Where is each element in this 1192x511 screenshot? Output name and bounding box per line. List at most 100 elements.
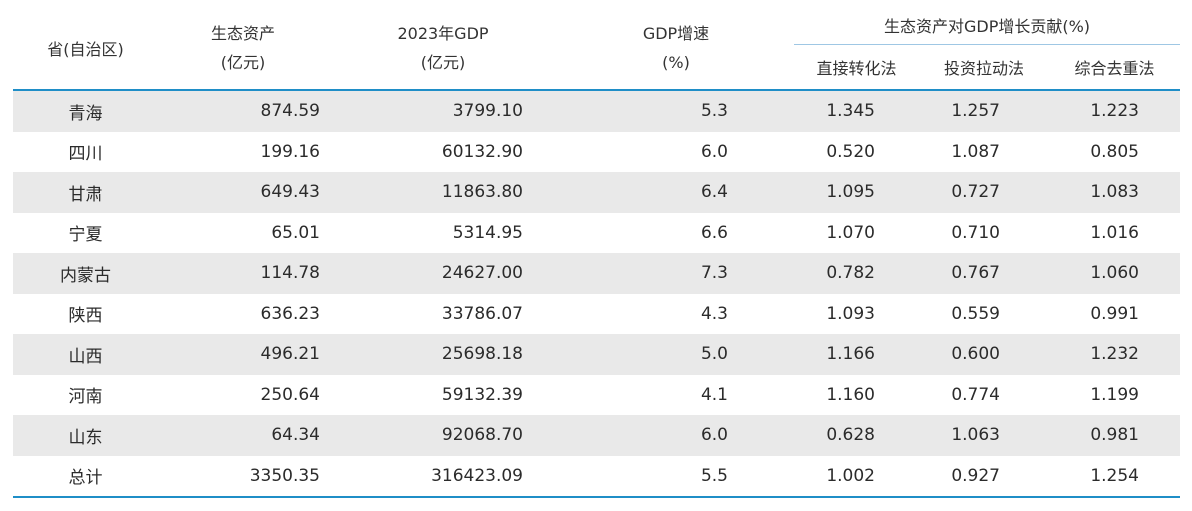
cell-province: 山西 <box>13 334 158 375</box>
cell-gdp-growth: 7.3 <box>558 253 794 294</box>
header-contribution-group-label: 生态资产对GDP增长贡献(%) <box>883 17 1091 36</box>
cell-eco-assets: 64.34 <box>158 415 328 456</box>
header-investment-method: 投资拉动法 <box>919 44 1049 91</box>
header-gdp-2023: 2023年GDP (亿元) <box>328 6 558 91</box>
cell-comprehensive: 0.805 <box>1090 141 1139 162</box>
cell-gdp-2023: 92068.70 <box>328 415 558 456</box>
cell-gdp-2023: 11863.80 <box>328 172 558 213</box>
header-province-label: 省(自治区) <box>47 39 124 59</box>
cell-comprehensive: 1.016 <box>1090 222 1139 243</box>
cell-gdp-growth: 5.0 <box>558 334 794 375</box>
cell-province: 宁夏 <box>68 225 103 246</box>
cell-direct: 1.070 <box>826 222 875 243</box>
cell-eco-assets: 496.21 <box>158 334 328 375</box>
cell-gdp-growth: 5.3 <box>558 90 794 132</box>
cell-gdp-2023: 5314.95 <box>452 222 523 243</box>
cell-investment: 0.710 <box>951 222 1000 243</box>
header-gdp-2023-unit: (亿元) <box>420 52 466 72</box>
cell-direct: 0.520 <box>826 141 875 162</box>
cell-eco-assets: 874.59 <box>158 90 328 132</box>
cell-province: 甘肃 <box>13 172 158 213</box>
header-gdp-growth-title: GDP增速 <box>642 23 710 43</box>
cell-province: 总计 <box>13 455 158 498</box>
cell-gdp-2023: 25698.18 <box>328 334 558 375</box>
header-eco-assets-unit: (亿元) <box>220 52 266 72</box>
header-eco-assets: 生态资产 (亿元) <box>158 6 328 91</box>
cell-gdp-2023: 3799.10 <box>328 90 558 132</box>
cell-direct: 1.166 <box>794 334 919 375</box>
cell-eco-assets: 649.43 <box>158 172 328 213</box>
cell-direct: 1.345 <box>794 90 919 132</box>
header-contribution-group: 生态资产对GDP增长贡献(%) <box>794 6 1180 45</box>
cell-eco-assets: 636.23 <box>260 303 320 324</box>
table-row: 山西 496.21 25698.18 5.0 1.166 0.600 1.232 <box>13 334 1180 375</box>
cell-comprehensive: 1.199 <box>1090 384 1139 405</box>
cell-comprehensive: 1.223 <box>1049 90 1180 132</box>
header-gdp-growth: GDP增速 (%) <box>558 6 794 91</box>
cell-investment: 0.767 <box>919 253 1049 294</box>
cell-gdp-2023: 24627.00 <box>328 253 558 294</box>
eco-assets-gdp-table: 省(自治区) 生态资产 (亿元) 2023年GDP (亿元) GDP增速 (%)… <box>13 6 1180 498</box>
cell-gdp-growth: 6.4 <box>558 172 794 213</box>
cell-direct: 1.093 <box>826 303 875 324</box>
cell-province: 山东 <box>13 415 158 456</box>
cell-comprehensive: 1.060 <box>1049 253 1180 294</box>
cell-eco-assets: 114.78 <box>158 253 328 294</box>
cell-province: 四川 <box>68 144 103 165</box>
cell-comprehensive: 1.254 <box>1049 455 1180 498</box>
cell-investment: 0.727 <box>919 172 1049 213</box>
cell-gdp-growth: 6.6 <box>700 222 728 243</box>
cell-eco-assets: 65.01 <box>271 222 320 243</box>
table-row: 山东 64.34 92068.70 6.0 0.628 1.063 0.981 <box>13 415 1180 456</box>
cell-investment: 1.063 <box>919 415 1049 456</box>
table-row: 四川 199.16 60132.90 6.0 0.520 1.087 0.805 <box>13 132 1180 173</box>
header-comprehensive-method: 综合去重法 <box>1049 44 1180 91</box>
header-province: 省(自治区) <box>13 6 158 91</box>
cell-eco-assets: 3350.35 <box>158 455 328 498</box>
header-gdp-growth-unit: (%) <box>662 52 690 72</box>
cell-province: 内蒙古 <box>13 253 158 294</box>
cell-direct: 1.160 <box>826 384 875 405</box>
cell-gdp-growth: 6.0 <box>558 415 794 456</box>
cell-gdp-growth: 4.1 <box>700 384 728 405</box>
table-row: 宁夏 65.01 5314.95 6.6 1.070 0.710 1.016 <box>13 213 1180 254</box>
cell-eco-assets: 250.64 <box>260 384 320 405</box>
cell-gdp-2023: 33786.07 <box>441 303 523 324</box>
cell-eco-assets: 199.16 <box>260 141 320 162</box>
cell-investment: 0.774 <box>951 384 1000 405</box>
cell-investment: 0.559 <box>951 303 1000 324</box>
header-eco-assets-title: 生态资产 <box>210 23 275 43</box>
cell-investment: 0.600 <box>919 334 1049 375</box>
cell-direct: 0.628 <box>794 415 919 456</box>
table-body: 青海 874.59 3799.10 5.3 1.345 1.257 1.223 … <box>13 90 1180 498</box>
cell-comprehensive: 0.981 <box>1049 415 1180 456</box>
cell-investment: 0.927 <box>919 455 1049 498</box>
cell-comprehensive: 0.991 <box>1090 303 1139 324</box>
table-row: 青海 874.59 3799.10 5.3 1.345 1.257 1.223 <box>13 90 1180 132</box>
cell-gdp-2023: 60132.90 <box>441 141 523 162</box>
cell-province: 青海 <box>13 90 158 132</box>
cell-province: 河南 <box>68 387 103 408</box>
header-gdp-2023-title: 2023年GDP <box>397 23 489 43</box>
cell-gdp-growth: 4.3 <box>700 303 728 324</box>
cell-comprehensive: 1.232 <box>1049 334 1180 375</box>
cell-investment: 1.257 <box>919 90 1049 132</box>
cell-direct: 1.002 <box>794 455 919 498</box>
cell-investment: 1.087 <box>951 141 1000 162</box>
cell-gdp-growth: 6.0 <box>700 141 728 162</box>
cell-direct: 0.782 <box>794 253 919 294</box>
eco-assets-table-container: 省(自治区) 生态资产 (亿元) 2023年GDP (亿元) GDP增速 (%)… <box>13 6 1180 498</box>
table-row-total: 总计 3350.35 316423.09 5.5 1.002 0.927 1.2… <box>13 455 1180 498</box>
cell-gdp-2023: 59132.39 <box>441 384 523 405</box>
cell-province: 陕西 <box>68 306 103 327</box>
cell-comprehensive: 1.083 <box>1049 172 1180 213</box>
table-row: 陕西 636.23 33786.07 4.3 1.093 0.559 0.991 <box>13 294 1180 335</box>
table-row: 内蒙古 114.78 24627.00 7.3 0.782 0.767 1.06… <box>13 253 1180 294</box>
table-row: 甘肃 649.43 11863.80 6.4 1.095 0.727 1.083 <box>13 172 1180 213</box>
cell-gdp-growth: 5.5 <box>558 455 794 498</box>
table-header: 省(自治区) 生态资产 (亿元) 2023年GDP (亿元) GDP增速 (%)… <box>13 6 1180 91</box>
header-direct-method: 直接转化法 <box>794 44 919 91</box>
cell-gdp-2023: 316423.09 <box>328 455 558 498</box>
table-row: 河南 250.64 59132.39 4.1 1.160 0.774 1.199 <box>13 375 1180 416</box>
cell-direct: 1.095 <box>794 172 919 213</box>
